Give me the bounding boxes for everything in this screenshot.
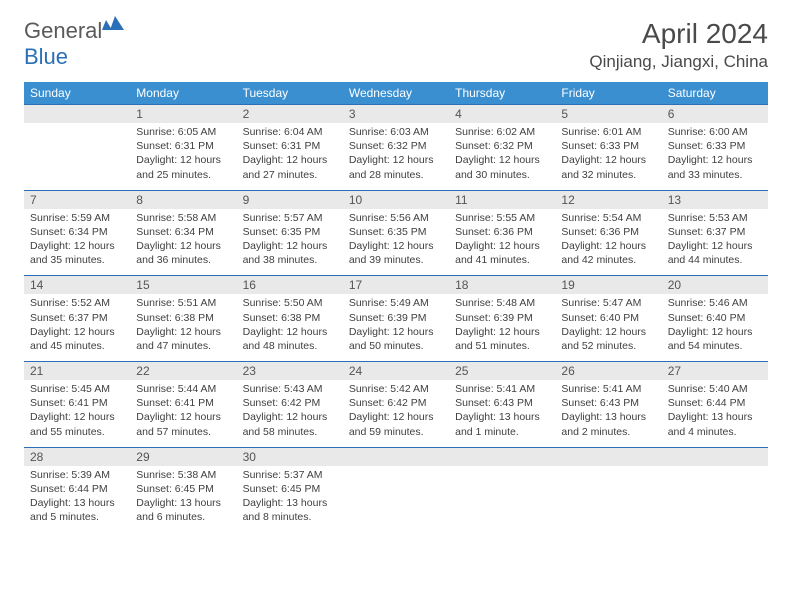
day-detail-row: Sunrise: 5:39 AMSunset: 6:44 PMDaylight:… [24, 466, 768, 533]
day-number-cell: 11 [449, 190, 555, 209]
day-number-cell: 23 [237, 362, 343, 381]
day-detail-cell: Sunrise: 5:41 AMSunset: 6:43 PMDaylight:… [449, 380, 555, 447]
day-number-cell: 30 [237, 447, 343, 466]
day-number-cell: 4 [449, 105, 555, 124]
month-title: April 2024 [589, 18, 768, 50]
calendar-body: 123456Sunrise: 6:05 AMSunset: 6:31 PMDay… [24, 105, 768, 533]
title-block: April 2024 Qinjiang, Jiangxi, China [589, 18, 768, 72]
logo-flag-icon [102, 14, 126, 39]
day-number-cell: 20 [662, 276, 768, 295]
logo-text-blue: Blue [24, 44, 68, 69]
day-detail-cell: Sunrise: 5:48 AMSunset: 6:39 PMDaylight:… [449, 294, 555, 361]
day-number-row: 123456 [24, 105, 768, 124]
day-number-cell: 21 [24, 362, 130, 381]
day-number-row: 282930 [24, 447, 768, 466]
day-detail-cell: Sunrise: 5:53 AMSunset: 6:37 PMDaylight:… [662, 209, 768, 276]
day-detail-cell: Sunrise: 5:38 AMSunset: 6:45 PMDaylight:… [130, 466, 236, 533]
day-number-cell: 6 [662, 105, 768, 124]
day-number-cell: 8 [130, 190, 236, 209]
day-number-cell: 26 [555, 362, 661, 381]
day-number-cell: 27 [662, 362, 768, 381]
weekday-header: Monday [130, 82, 236, 105]
day-number-row: 14151617181920 [24, 276, 768, 295]
day-detail-cell: Sunrise: 5:43 AMSunset: 6:42 PMDaylight:… [237, 380, 343, 447]
day-detail-cell: Sunrise: 5:46 AMSunset: 6:40 PMDaylight:… [662, 294, 768, 361]
day-number-cell: 2 [237, 105, 343, 124]
day-detail-cell: Sunrise: 6:05 AMSunset: 6:31 PMDaylight:… [130, 123, 236, 190]
day-number-cell [449, 447, 555, 466]
weekday-header: Saturday [662, 82, 768, 105]
logo-text: GeneralBlue [24, 18, 126, 70]
day-detail-cell: Sunrise: 5:57 AMSunset: 6:35 PMDaylight:… [237, 209, 343, 276]
logo: GeneralBlue [24, 18, 126, 70]
day-detail-cell: Sunrise: 5:56 AMSunset: 6:35 PMDaylight:… [343, 209, 449, 276]
day-number-cell: 3 [343, 105, 449, 124]
location: Qinjiang, Jiangxi, China [589, 52, 768, 72]
day-number-cell: 29 [130, 447, 236, 466]
day-detail-cell: Sunrise: 5:55 AMSunset: 6:36 PMDaylight:… [449, 209, 555, 276]
day-number-cell: 13 [662, 190, 768, 209]
day-detail-cell: Sunrise: 5:58 AMSunset: 6:34 PMDaylight:… [130, 209, 236, 276]
logo-text-gray: General [24, 18, 102, 43]
day-number-cell: 12 [555, 190, 661, 209]
weekday-header: Tuesday [237, 82, 343, 105]
day-detail-row: Sunrise: 5:59 AMSunset: 6:34 PMDaylight:… [24, 209, 768, 276]
day-number-cell [662, 447, 768, 466]
day-number-cell: 28 [24, 447, 130, 466]
day-detail-cell: Sunrise: 5:41 AMSunset: 6:43 PMDaylight:… [555, 380, 661, 447]
day-number-cell: 10 [343, 190, 449, 209]
day-detail-cell: Sunrise: 5:59 AMSunset: 6:34 PMDaylight:… [24, 209, 130, 276]
day-detail-cell: Sunrise: 6:03 AMSunset: 6:32 PMDaylight:… [343, 123, 449, 190]
day-number-cell: 5 [555, 105, 661, 124]
day-number-cell [24, 105, 130, 124]
day-number-cell: 16 [237, 276, 343, 295]
day-number-cell: 25 [449, 362, 555, 381]
day-number-cell: 17 [343, 276, 449, 295]
weekday-header: Wednesday [343, 82, 449, 105]
day-detail-cell: Sunrise: 5:49 AMSunset: 6:39 PMDaylight:… [343, 294, 449, 361]
day-detail-cell: Sunrise: 5:39 AMSunset: 6:44 PMDaylight:… [24, 466, 130, 533]
day-number-cell: 19 [555, 276, 661, 295]
day-number-row: 21222324252627 [24, 362, 768, 381]
day-number-cell: 9 [237, 190, 343, 209]
day-detail-cell [24, 123, 130, 190]
weekday-header: Sunday [24, 82, 130, 105]
day-detail-cell [662, 466, 768, 533]
day-number-row: 78910111213 [24, 190, 768, 209]
day-detail-cell: Sunrise: 5:37 AMSunset: 6:45 PMDaylight:… [237, 466, 343, 533]
day-detail-cell: Sunrise: 5:54 AMSunset: 6:36 PMDaylight:… [555, 209, 661, 276]
day-detail-cell: Sunrise: 5:42 AMSunset: 6:42 PMDaylight:… [343, 380, 449, 447]
day-detail-cell: Sunrise: 5:50 AMSunset: 6:38 PMDaylight:… [237, 294, 343, 361]
weekday-header: Friday [555, 82, 661, 105]
day-detail-cell [449, 466, 555, 533]
day-number-cell: 14 [24, 276, 130, 295]
day-number-cell: 24 [343, 362, 449, 381]
day-detail-cell [343, 466, 449, 533]
day-detail-cell: Sunrise: 5:47 AMSunset: 6:40 PMDaylight:… [555, 294, 661, 361]
day-number-cell [343, 447, 449, 466]
day-number-cell: 1 [130, 105, 236, 124]
day-detail-cell: Sunrise: 5:40 AMSunset: 6:44 PMDaylight:… [662, 380, 768, 447]
day-detail-cell: Sunrise: 6:01 AMSunset: 6:33 PMDaylight:… [555, 123, 661, 190]
day-number-cell [555, 447, 661, 466]
day-detail-row: Sunrise: 6:05 AMSunset: 6:31 PMDaylight:… [24, 123, 768, 190]
day-detail-cell: Sunrise: 6:00 AMSunset: 6:33 PMDaylight:… [662, 123, 768, 190]
day-number-cell: 7 [24, 190, 130, 209]
day-detail-cell: Sunrise: 5:51 AMSunset: 6:38 PMDaylight:… [130, 294, 236, 361]
day-number-cell: 15 [130, 276, 236, 295]
header: GeneralBlue April 2024 Qinjiang, Jiangxi… [24, 18, 768, 72]
day-detail-cell [555, 466, 661, 533]
day-detail-cell: Sunrise: 5:44 AMSunset: 6:41 PMDaylight:… [130, 380, 236, 447]
calendar-table: SundayMondayTuesdayWednesdayThursdayFrid… [24, 82, 768, 532]
day-detail-cell: Sunrise: 5:45 AMSunset: 6:41 PMDaylight:… [24, 380, 130, 447]
day-detail-row: Sunrise: 5:45 AMSunset: 6:41 PMDaylight:… [24, 380, 768, 447]
weekday-header-row: SundayMondayTuesdayWednesdayThursdayFrid… [24, 82, 768, 105]
day-number-cell: 18 [449, 276, 555, 295]
day-detail-cell: Sunrise: 5:52 AMSunset: 6:37 PMDaylight:… [24, 294, 130, 361]
day-detail-row: Sunrise: 5:52 AMSunset: 6:37 PMDaylight:… [24, 294, 768, 361]
day-detail-cell: Sunrise: 6:02 AMSunset: 6:32 PMDaylight:… [449, 123, 555, 190]
day-number-cell: 22 [130, 362, 236, 381]
day-detail-cell: Sunrise: 6:04 AMSunset: 6:31 PMDaylight:… [237, 123, 343, 190]
weekday-header: Thursday [449, 82, 555, 105]
